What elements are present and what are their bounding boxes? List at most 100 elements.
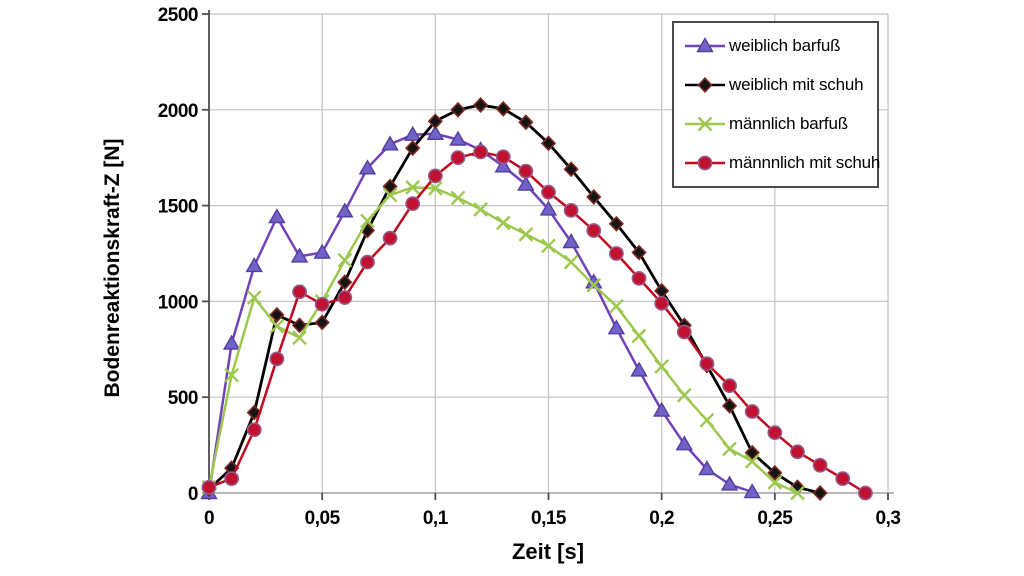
triangle-marker	[630, 361, 648, 377]
legend-entry-1: weiblich mit schuh	[684, 75, 873, 95]
x-marker	[450, 190, 466, 206]
circle-marker	[631, 271, 647, 286]
circle-marker	[857, 485, 873, 501]
triangle-marker	[245, 257, 263, 273]
x-marker	[224, 367, 239, 383]
circle-marker	[767, 425, 783, 441]
circle-marker	[292, 284, 307, 300]
x-marker	[246, 290, 262, 305]
diamond-marker	[812, 485, 828, 501]
x-marker	[269, 318, 285, 334]
circle-marker	[722, 378, 737, 394]
circle-marker	[405, 196, 421, 212]
diamond-marker	[405, 140, 421, 157]
diamond-marker	[563, 161, 579, 178]
x-marker	[518, 226, 534, 242]
triangle-marker	[562, 233, 580, 249]
diamond-marker	[744, 444, 760, 461]
x-marker	[699, 412, 715, 428]
diamond-marker	[631, 244, 647, 261]
legend-entry-2: männlich barfuß	[684, 114, 873, 134]
circle-marker	[835, 471, 851, 487]
circle-marker	[812, 457, 828, 473]
x-tick-label: 0,2	[649, 508, 674, 529]
diamond-marker	[767, 464, 783, 481]
y-tick-label: 500	[168, 388, 198, 409]
legend-label: weiblich barfuß	[729, 36, 841, 56]
x-marker	[382, 187, 398, 203]
x-axis-title: Zeit [s]	[511, 539, 585, 564]
diamond-marker	[472, 97, 489, 113]
legend-label: männnlich mit schuh	[729, 152, 881, 172]
circle-marker	[699, 356, 715, 372]
x-marker	[767, 475, 783, 490]
diamond-marker	[427, 113, 443, 130]
circle-marker	[427, 168, 443, 184]
x-tick-label: 0,25	[757, 508, 793, 529]
triangle-marker	[494, 157, 512, 173]
y-tick-label: 1500	[158, 197, 198, 218]
x-marker	[722, 441, 737, 457]
circle-marker	[790, 444, 805, 460]
circle-marker	[450, 150, 466, 166]
x-marker	[337, 252, 353, 268]
triangle-marker	[517, 175, 535, 191]
series-line	[208, 103, 821, 495]
triangle-marker	[381, 135, 399, 151]
legend-label: männlich barfuß	[729, 113, 848, 133]
diamond-marker	[518, 114, 534, 131]
legend-marker-diamond-icon	[685, 77, 725, 94]
legend-marker-triangle-icon	[685, 37, 725, 53]
diamond-marker	[450, 101, 466, 118]
circle-marker	[473, 144, 488, 160]
diamond-marker	[495, 100, 511, 117]
chart-legend: weiblich barfuß weiblich mit schuh männlic…	[672, 21, 880, 188]
circle-marker	[246, 422, 262, 438]
triangle-marker	[675, 435, 694, 451]
circle-marker	[541, 184, 556, 200]
x-marker	[654, 359, 670, 374]
triangle-marker	[652, 401, 671, 417]
diamond-marker	[382, 178, 398, 195]
legend-entry-3: männnlich mit schuh	[684, 153, 880, 173]
diamond-marker	[586, 189, 602, 205]
diamond-marker	[291, 317, 308, 334]
legend-label: weiblich mit schuh	[729, 75, 864, 95]
y-tick-label: 2000	[158, 101, 198, 122]
x-marker	[586, 277, 602, 293]
triangle-marker	[358, 159, 377, 175]
x-tick-label: 0,05	[305, 508, 341, 529]
y-axis-title: Bodenreaktionskraft-Z [N]	[101, 138, 124, 398]
triangle-marker	[696, 37, 714, 53]
triangle-marker	[607, 319, 626, 335]
circle-marker	[563, 202, 579, 218]
series-2	[201, 180, 805, 501]
triangle-marker	[539, 200, 558, 216]
x-tick-label: 0	[204, 508, 214, 529]
x-marker	[495, 215, 511, 231]
x-tick-label: 0,3	[876, 508, 901, 529]
x-marker	[609, 298, 624, 314]
triangle-marker	[222, 334, 241, 350]
legend-marker-x-icon	[685, 116, 725, 132]
diamond-marker	[269, 306, 285, 323]
y-tick-label: 1000	[158, 292, 198, 313]
circle-marker	[586, 223, 602, 238]
circle-marker	[609, 246, 624, 261]
circle-marker	[360, 254, 375, 270]
diamond-marker	[608, 215, 625, 232]
x-marker	[676, 387, 692, 403]
x-marker	[427, 181, 443, 196]
triangle-marker	[336, 202, 354, 218]
circle-marker	[495, 149, 511, 165]
x-marker	[631, 328, 647, 344]
x-marker	[360, 213, 375, 229]
triangle-marker	[268, 208, 286, 224]
x-marker	[292, 330, 307, 346]
circle-marker	[314, 296, 330, 312]
triangle-marker	[720, 475, 739, 491]
circle-marker	[269, 351, 285, 367]
circle-marker	[201, 479, 217, 495]
y-tick-label: 2500	[158, 5, 198, 26]
